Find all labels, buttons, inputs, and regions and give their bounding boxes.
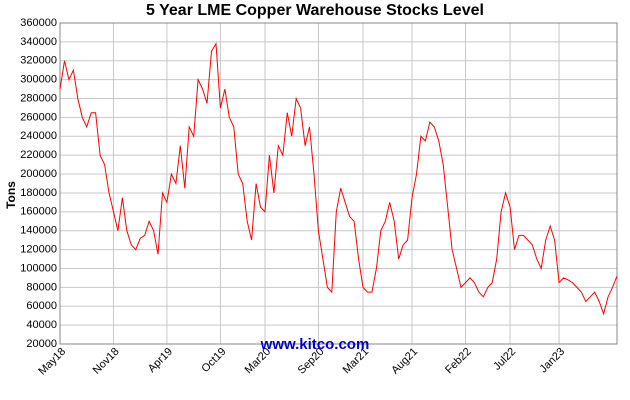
y-tick-label: 20000 xyxy=(26,338,57,350)
annotation: www.kitco.com xyxy=(260,336,370,353)
y-tick-label: 120000 xyxy=(20,243,57,255)
y-tick-label: 180000 xyxy=(20,187,57,199)
y-tick-label: 360000 xyxy=(20,17,57,29)
y-tick-label: 300000 xyxy=(20,74,57,86)
y-tick-label: 340000 xyxy=(20,36,57,48)
y-tick-label: 280000 xyxy=(20,92,57,104)
data-line xyxy=(59,42,618,316)
chart-title: 5 Year LME Copper Warehouse Stocks Level xyxy=(146,2,484,19)
plot-frame xyxy=(59,22,618,345)
y-tick-label: 40000 xyxy=(26,319,57,331)
y-tick-label: 80000 xyxy=(26,281,57,293)
y-tick-label: 260000 xyxy=(20,111,57,123)
y-tick-label: 140000 xyxy=(20,225,57,237)
y-tick-label: 320000 xyxy=(20,55,57,67)
y-tick-label: 240000 xyxy=(20,130,57,142)
y-tick-label: 100000 xyxy=(20,262,57,274)
y-tick-label: 60000 xyxy=(26,300,57,312)
y-tick-label: 160000 xyxy=(20,206,57,218)
y-tick-label: 220000 xyxy=(20,149,57,161)
y-axis-label: Tons xyxy=(4,181,18,209)
y-tick-label: 200000 xyxy=(20,168,57,180)
